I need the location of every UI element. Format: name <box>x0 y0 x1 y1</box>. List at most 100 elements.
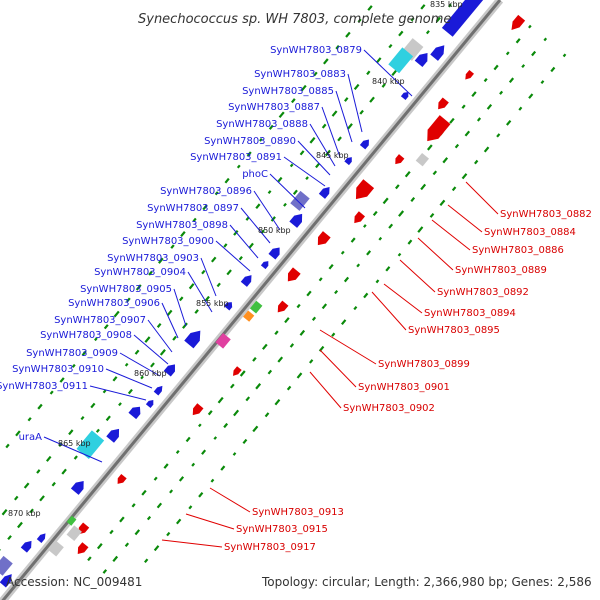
leader-line <box>229 224 259 259</box>
gene-labels: SynWH7803_0879 SynWH7803_0883 SynWH7803_08… <box>0 45 592 553</box>
reverse-gene-label: SynWH7803_0895 <box>408 325 500 336</box>
gene-arrow <box>317 231 331 246</box>
reverse-gene-label: SynWH7803_0889 <box>455 265 547 276</box>
leader-line <box>43 436 103 463</box>
forward-gene-label: SynWH7803_0885 <box>242 86 334 97</box>
forward-gene-label: SynWH7803_0883 <box>254 69 346 80</box>
gene-arrow <box>289 213 303 228</box>
leader-line <box>319 349 357 388</box>
forward-gene-label: SynWH7803_0904 <box>94 267 186 278</box>
gene-arrow <box>359 139 369 150</box>
gene-arrow <box>344 157 352 166</box>
reverse-gene-label: SynWH7803_0882 <box>500 209 592 220</box>
kbp-tick: 835 kbp <box>430 0 463 9</box>
gene-arrow <box>438 97 449 110</box>
feature-box <box>215 332 231 349</box>
gene-arrow <box>355 179 375 200</box>
forward-gene-label: SynWH7803_0890 <box>204 136 296 147</box>
forward-gene-label: SynWH7803_0888 <box>216 119 308 130</box>
leader-line <box>321 106 341 158</box>
gene-arrow <box>128 406 141 420</box>
feature-box <box>66 515 77 526</box>
gene-arrow <box>287 267 301 282</box>
leader-line <box>297 140 331 176</box>
kbp-tick: 850 kbp <box>258 226 291 235</box>
leader-line <box>283 156 326 187</box>
feature-box <box>0 555 13 576</box>
leader-line <box>431 219 471 251</box>
reverse-gene-label: SynWH7803_0915 <box>236 524 328 535</box>
forward-gene-label: SynWH7803_0905 <box>80 284 172 295</box>
leader-line <box>383 283 423 314</box>
kbp-tick: 855 kbp <box>196 299 229 308</box>
gene-arrow <box>354 211 366 224</box>
reverse-gene-label: SynWH7803_0884 <box>484 227 576 238</box>
forward-gene-label: uraA <box>19 432 43 443</box>
reverse-gene-label: SynWH7803_0902 <box>343 403 435 414</box>
gene-arrow <box>153 385 163 396</box>
leader-line <box>161 539 223 548</box>
gene-arrow <box>36 533 46 543</box>
gene-arrow <box>184 330 201 349</box>
leader-line <box>335 90 353 143</box>
gene-arrow <box>233 366 242 376</box>
leader-line <box>240 207 271 244</box>
leader-line <box>371 291 407 331</box>
kbp-ticks: 835 kbp 840 kbp 845 kbp 850 kbp 855 kbp … <box>8 0 463 518</box>
gene-arrow <box>163 364 175 377</box>
leader-line <box>347 73 363 133</box>
gc-skew-tracks <box>0 3 567 574</box>
gene-arrow <box>106 428 120 443</box>
feature-box <box>415 152 430 167</box>
leader-line <box>105 368 153 389</box>
forward-gene-label: SynWH7803_0907 <box>54 315 146 326</box>
leader-line <box>133 334 169 365</box>
forward-gene-label: SynWH7803_0891 <box>190 152 282 163</box>
feature-box <box>48 540 64 557</box>
forward-gene-label: phoC <box>242 169 268 180</box>
kbp-tick: 860 kbp <box>134 369 167 378</box>
forward-gene-label: SynWH7803_0879 <box>270 45 362 56</box>
topology-summary: Topology: circular; Length: 2,366,980 bp… <box>261 575 592 589</box>
gene-arrow <box>223 302 233 311</box>
gene-arrow <box>465 69 474 80</box>
forward-gene-label: SynWH7803_0903 <box>107 253 199 264</box>
leader-line <box>209 487 251 513</box>
leader-line <box>147 319 173 353</box>
genome-backbone <box>0 0 504 600</box>
leader-line <box>187 271 213 313</box>
reverse-gene-label: SynWH7803_0886 <box>472 245 564 256</box>
gene-arrow <box>70 480 84 495</box>
gene-features <box>0 0 526 588</box>
map-title: Synechococcus sp. WH 7803, complete geno… <box>138 12 451 27</box>
gene-arrow <box>0 574 12 588</box>
reverse-gene-label: SynWH7803_0892 <box>437 287 529 298</box>
forward-gene-label: SynWH7803_0898 <box>136 220 228 231</box>
leader-line <box>269 173 306 209</box>
forward-gene-label: SynWH7803_0910 <box>12 364 104 375</box>
feature-box <box>249 300 263 314</box>
leader-line <box>185 513 235 530</box>
gene-arrow <box>192 403 204 416</box>
reverse-gene-label: SynWH7803_0899 <box>378 359 470 370</box>
kbp-tick: 845 kbp <box>316 151 349 160</box>
gene-arrow <box>318 187 330 199</box>
forward-gene-label: SynWH7803_0908 <box>40 330 132 341</box>
gene-arrow <box>430 45 445 61</box>
leader-line <box>119 352 161 377</box>
leader-line <box>363 49 413 97</box>
forward-gene-label: SynWH7803_0897 <box>147 203 239 214</box>
gene-arrow <box>117 473 127 484</box>
leader-line <box>399 259 436 293</box>
leader-line <box>319 329 377 365</box>
forward-gene-label: SynWH7803_0906 <box>68 298 160 309</box>
reverse-gene-label: SynWH7803_0913 <box>252 507 344 518</box>
gene-arrow <box>400 91 409 101</box>
leader-line <box>161 302 179 339</box>
leader-line <box>447 204 483 233</box>
label-leader-lines <box>43 49 499 548</box>
forward-gene-label: SynWH7803_0887 <box>228 102 320 113</box>
reverse-gene-label: SynWH7803_0901 <box>358 382 450 393</box>
gene-arrow <box>414 53 428 68</box>
